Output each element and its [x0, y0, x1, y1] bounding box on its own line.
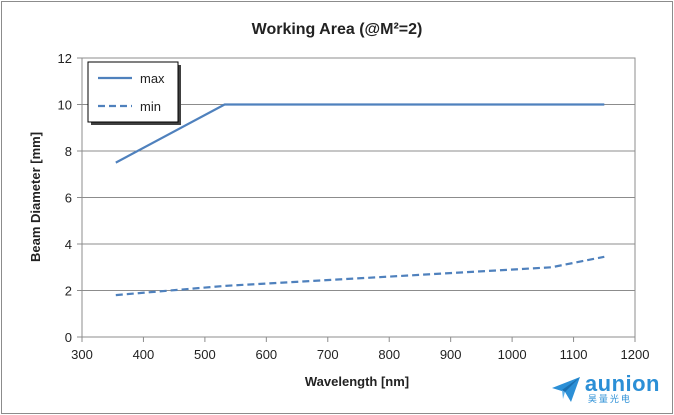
x-tick-label: 800: [378, 347, 400, 362]
y-tick-label: 4: [65, 237, 72, 252]
x-tick-label: 500: [194, 347, 216, 362]
series-layer: [115, 103, 605, 297]
x-tick-label: 1200: [621, 347, 650, 362]
logo-name: aunion: [584, 371, 660, 396]
legend-label-min: min: [140, 99, 161, 114]
legend-box: [87, 61, 179, 123]
y-tick-label: 0: [65, 330, 72, 345]
x-tick-label: 400: [133, 347, 155, 362]
series-line-max: [115, 103, 605, 164]
y-tick-label: 12: [58, 51, 72, 66]
logo-subtitle: 昊量光电: [587, 395, 632, 405]
y-axis-title: Beam Diameter [mm]: [28, 132, 43, 262]
y-tick-label: 6: [65, 191, 72, 206]
x-tick-label: 1000: [498, 347, 527, 362]
x-tick-label: 600: [255, 347, 277, 362]
legend: max min: [87, 61, 181, 125]
chart-title: Working Area (@M²=2): [252, 21, 423, 38]
y-tick-label: 2: [65, 284, 72, 299]
x-tick-label: 1100: [560, 347, 588, 362]
series-line-min: [115, 255, 605, 297]
paper-plane-icon: [551, 377, 580, 402]
x-tick-label: 300: [71, 347, 93, 362]
legend-label-max: max: [140, 71, 165, 86]
x-tick-label: 700: [317, 347, 339, 362]
aunion-logo: aunion 昊量光电: [551, 373, 660, 405]
x-tick-label: 900: [440, 347, 462, 362]
y-tick-label: 10: [58, 98, 72, 113]
axes: 0 2 4 6 8 10 12 300 400 500 600 700 800 900 1000 1100 12…: [58, 51, 650, 362]
x-axis-title: Wavelength [nm]: [305, 374, 409, 389]
y-tick-label: 8: [65, 144, 72, 159]
